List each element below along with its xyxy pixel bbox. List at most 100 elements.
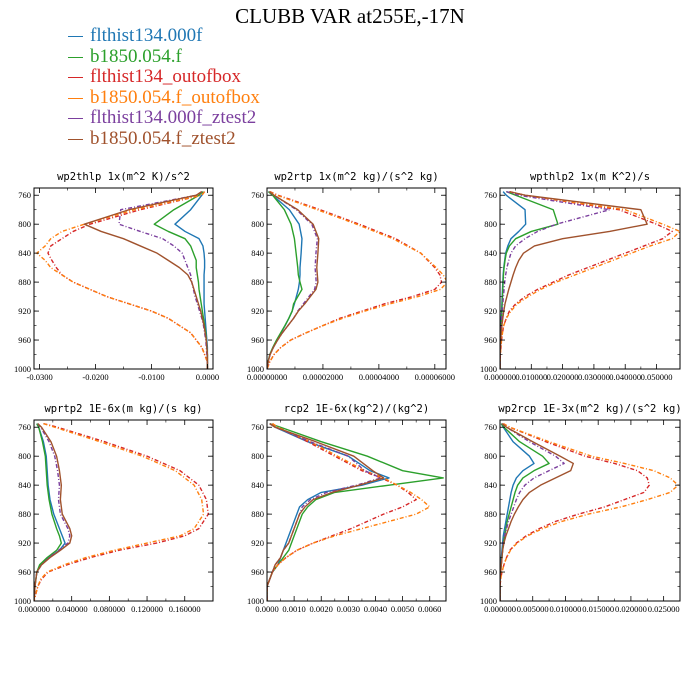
y-tick-label: 920 bbox=[18, 306, 31, 316]
panel-title: wp2rtp 1x(m^2 kg)/(s^2 kg) bbox=[274, 171, 438, 183]
legend-swatch bbox=[68, 97, 83, 99]
series-line bbox=[267, 423, 390, 601]
series-group bbox=[500, 190, 680, 369]
x-tick-label: 0.0000 bbox=[255, 604, 278, 614]
y-tick-label: 840 bbox=[484, 480, 497, 490]
y-tick-label: 1000 bbox=[14, 364, 31, 374]
y-tick-label: 800 bbox=[18, 219, 31, 229]
series-line bbox=[267, 191, 319, 369]
legend-label: b1850.054.f bbox=[90, 45, 182, 67]
y-tick-label: 880 bbox=[18, 277, 31, 287]
y-tick-label: 800 bbox=[484, 219, 497, 229]
x-tick-label: 0.0020 bbox=[310, 604, 333, 614]
legend-swatch bbox=[68, 118, 83, 119]
chart-panel: wpthlp2 1x(m K^2)/s 760 800 840 880 920 960 100… bbox=[480, 171, 681, 382]
y-tick-label: 1000 bbox=[480, 596, 497, 606]
series-line bbox=[267, 191, 303, 369]
y-tick-label: 880 bbox=[18, 509, 31, 519]
series-line bbox=[34, 423, 71, 601]
x-tick-label: 0.080000 bbox=[93, 604, 125, 614]
series-group bbox=[500, 423, 679, 601]
legend-label: flthist134.000f_ztest2 bbox=[90, 107, 257, 128]
y-tick-label: 920 bbox=[484, 538, 497, 548]
x-tick-label: -0.0200 bbox=[82, 372, 108, 382]
chart-panel: wp2rtp 1x(m^2 kg)/(s^2 kg) 760 800 840 880 92… bbox=[247, 171, 455, 382]
panel-title: wprtp2 1E-6x(m kg)/(s kg) bbox=[44, 403, 202, 415]
x-tick-label: 0.0040 bbox=[364, 604, 387, 614]
y-tick-label: 880 bbox=[484, 509, 497, 519]
y-tick-label: 760 bbox=[18, 190, 31, 200]
x-tick-label: 0.00004000 bbox=[359, 372, 399, 382]
plot-frame bbox=[33, 419, 214, 602]
x-tick-label: 0.000000 bbox=[18, 604, 50, 614]
figure-title: CLUBB VAR at255E,-17N bbox=[235, 4, 465, 28]
x-tick-label: 0.000000 bbox=[484, 604, 516, 614]
y-tick-label: 960 bbox=[251, 567, 264, 577]
x-tick-label: 0.00002000 bbox=[303, 372, 343, 382]
x-tick-label: 0.015000 bbox=[582, 604, 614, 614]
y-tick-label: 840 bbox=[18, 248, 31, 258]
x-tick-label: 0.0010 bbox=[282, 604, 305, 614]
y-tick-label: 960 bbox=[18, 335, 31, 345]
y-tick-label: 760 bbox=[484, 190, 497, 200]
legend-swatch bbox=[68, 138, 83, 140]
legend-label: flthist134.000f bbox=[90, 25, 203, 46]
y-tick-label: 800 bbox=[18, 451, 31, 461]
y-tick-label: 920 bbox=[251, 538, 264, 548]
plot-frame bbox=[33, 187, 214, 370]
series-line bbox=[500, 423, 575, 601]
plot-frame bbox=[499, 187, 681, 370]
series-group bbox=[34, 422, 209, 601]
plot-frame bbox=[499, 419, 681, 602]
panel-title: wp2thlp 1x(m^2 K)/s^2 bbox=[57, 171, 190, 183]
series-line bbox=[267, 423, 417, 601]
x-tick-label: 0.040000 bbox=[56, 604, 88, 614]
series-line bbox=[34, 422, 209, 601]
y-tick-label: 840 bbox=[251, 480, 264, 490]
x-tick-label: 0.010000 bbox=[550, 604, 582, 614]
x-tick-label: 0.0000 bbox=[196, 372, 219, 382]
y-tick-label: 920 bbox=[251, 306, 264, 316]
x-tick-label: 0.00006000 bbox=[415, 372, 455, 382]
y-tick-label: 800 bbox=[484, 451, 497, 461]
x-tick-label: 0.040000 bbox=[609, 372, 641, 382]
series-line bbox=[500, 423, 650, 601]
x-tick-label: 0.0050 bbox=[391, 604, 414, 614]
x-tick-label: 0.160000 bbox=[169, 604, 201, 614]
legend-swatch bbox=[68, 36, 83, 37]
series-line bbox=[36, 191, 209, 369]
series-line bbox=[500, 190, 673, 369]
y-tick-label: 760 bbox=[18, 422, 31, 432]
panel-title: wpthlp2 1x(m K^2)/s bbox=[530, 171, 650, 183]
y-tick-label: 840 bbox=[251, 248, 264, 258]
plot-frame bbox=[266, 419, 447, 602]
series-line bbox=[34, 423, 63, 601]
series-line bbox=[34, 423, 73, 601]
y-tick-label: 880 bbox=[251, 509, 264, 519]
series-line bbox=[267, 423, 382, 601]
series-line bbox=[83, 191, 209, 369]
x-tick-label: 0.00000000 bbox=[247, 372, 287, 382]
series-line bbox=[500, 423, 565, 601]
series-line bbox=[267, 423, 385, 601]
series-group bbox=[267, 422, 444, 601]
x-tick-label: 0.120000 bbox=[131, 604, 163, 614]
y-tick-label: 960 bbox=[484, 567, 497, 577]
series-line bbox=[34, 422, 205, 601]
chart-panel: rcp2 1E-6x(kg^2)/(kg^2) 760 800 840 880 920 96… bbox=[247, 403, 447, 614]
chart-panel: wprtp2 1E-6x(m kg)/(s kg) 760 800 840 880 920… bbox=[14, 403, 214, 614]
x-tick-label: -0.0300 bbox=[26, 372, 52, 382]
series-group bbox=[36, 191, 209, 369]
x-tick-label: 0.005000 bbox=[517, 604, 549, 614]
series-line bbox=[500, 423, 535, 601]
panel-title: rcp2 1E-6x(kg^2)/(kg^2) bbox=[284, 403, 429, 415]
y-tick-label: 880 bbox=[251, 277, 264, 287]
legend-label: b1850.054.f_ztest2 bbox=[90, 127, 236, 149]
x-tick-label: 0.020000 bbox=[615, 604, 647, 614]
series-line bbox=[500, 190, 648, 369]
y-tick-label: 960 bbox=[18, 567, 31, 577]
chart-panel: wp2rcp 1E-3x(m^2 kg)/(s^2 kg)760 800 840 88… bbox=[480, 403, 682, 614]
x-tick-label: 0.025000 bbox=[648, 604, 680, 614]
x-tick-label: 0.020000 bbox=[547, 372, 579, 382]
y-tick-label: 840 bbox=[18, 480, 31, 490]
